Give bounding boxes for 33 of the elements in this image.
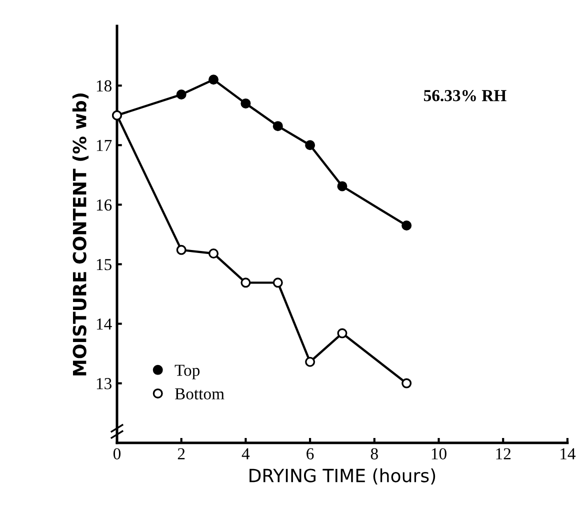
y-axis-title: MOISTURE CONTENT (% wb) bbox=[72, 93, 89, 376]
x-tick-label: 6 bbox=[306, 448, 314, 460]
y-tick-label: 15 bbox=[96, 259, 112, 270]
x-tick-label: 8 bbox=[370, 448, 378, 460]
point bbox=[272, 278, 283, 288]
legend-label: Top bbox=[174, 364, 200, 380]
point bbox=[305, 356, 316, 367]
y-tick-label: 14 bbox=[96, 318, 112, 330]
x-tick-label: 12 bbox=[496, 448, 511, 460]
point bbox=[337, 328, 348, 338]
x-tick-label: 4 bbox=[242, 448, 250, 460]
x-tick-label: 0 bbox=[113, 448, 121, 460]
y-tick-label: 18 bbox=[96, 80, 112, 92]
legend-label: Bottom bbox=[175, 388, 224, 400]
point bbox=[208, 248, 219, 259]
point bbox=[240, 98, 251, 108]
point bbox=[402, 220, 412, 231]
point bbox=[176, 90, 186, 100]
x-axis-title: DRYING TIME (hours) bbox=[250, 468, 436, 484]
point bbox=[176, 244, 186, 255]
point bbox=[305, 140, 316, 150]
point bbox=[402, 378, 412, 388]
point bbox=[337, 181, 348, 192]
x-tick-label: 2 bbox=[178, 448, 185, 460]
x-tick-label: 10 bbox=[432, 448, 446, 460]
point bbox=[240, 278, 251, 288]
y-tick-label: 13 bbox=[96, 378, 112, 390]
annotation: 56.33% RH bbox=[424, 90, 506, 102]
point bbox=[208, 74, 219, 85]
x-tick-label: 14 bbox=[560, 448, 576, 460]
y-tick-label: 16 bbox=[96, 199, 112, 211]
point bbox=[272, 121, 283, 132]
y-tick-label: 17 bbox=[96, 140, 112, 151]
